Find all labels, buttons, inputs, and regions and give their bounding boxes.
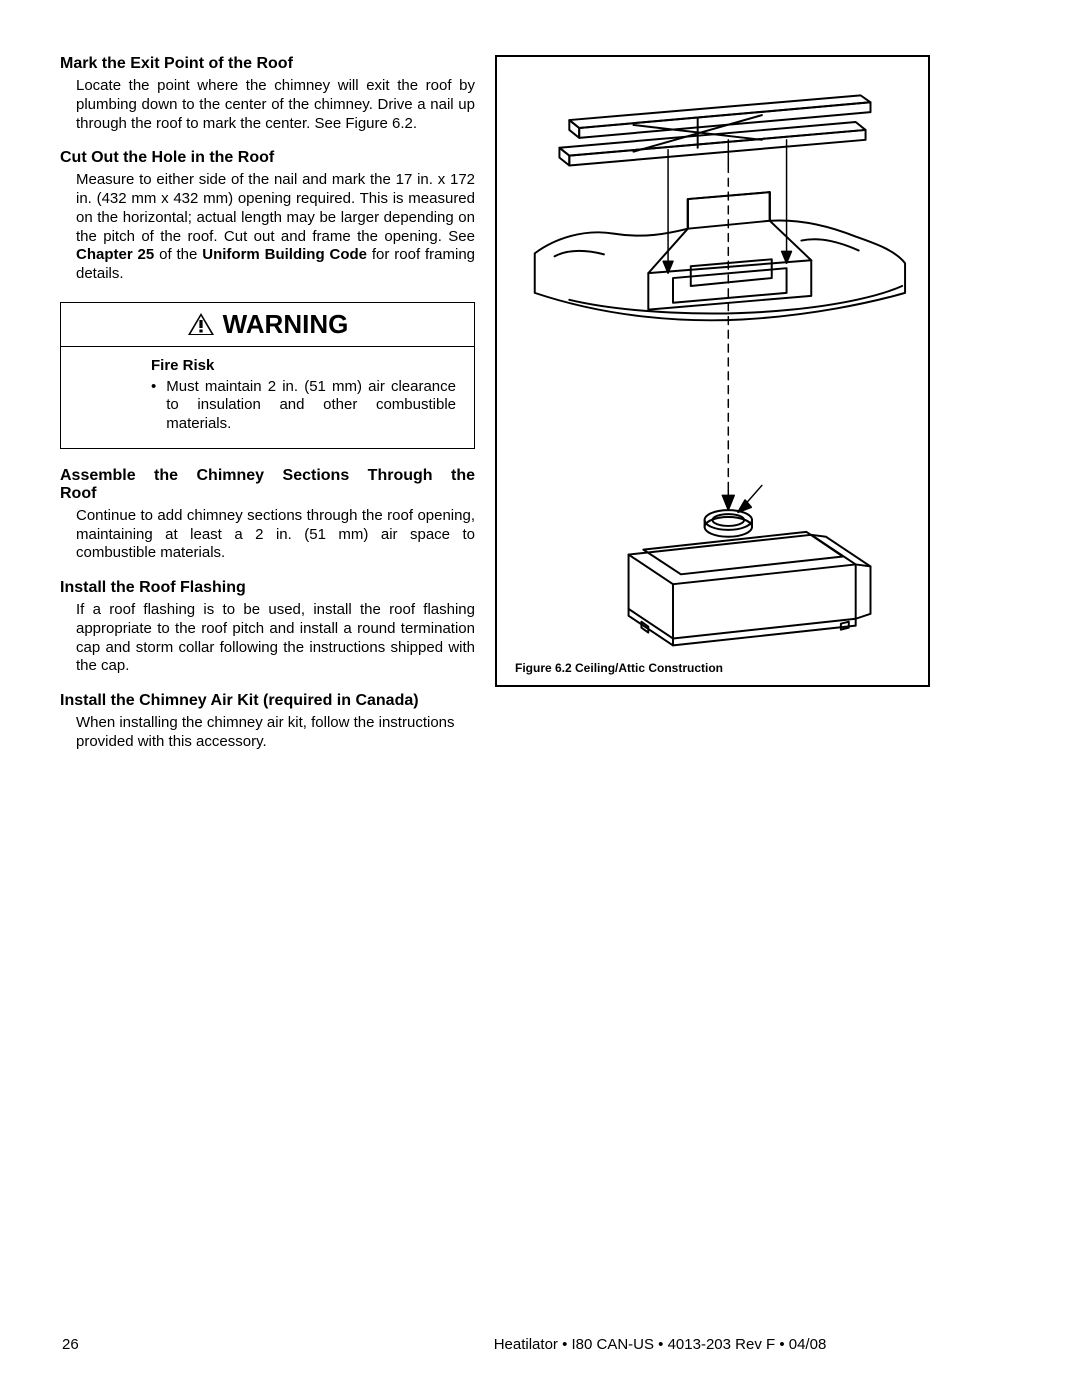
warning-header: WARNING [61,303,474,347]
heading-air-kit: Install the Chimney Air Kit (required in… [60,692,475,710]
right-column: Figure 6.2 Ceiling/Attic Construction [495,55,930,768]
page-footer: 26 Heatilator • I80 CAN-US • 4013-203 Re… [62,1336,1018,1353]
figure-caption: Figure 6.2 Ceiling/Attic Construction [515,661,910,675]
heading-assemble-1: Assemble the Chimney Sections Through th… [60,467,475,485]
section-air-kit: Install the Chimney Air Kit (required in… [60,692,475,752]
body-cut-hole: Measure to either side of the nail and m… [76,171,475,284]
warning-label: WARNING [223,309,349,340]
left-column: Mark the Exit Point of the Roof Locate t… [60,55,475,768]
heading-cut-hole: Cut Out the Hole in the Roof [60,149,475,167]
doc-id: Heatilator • I80 CAN-US • 4013-203 Rev F… [302,1336,1018,1353]
section-assemble: Assemble the Chimney Sections Through th… [60,467,475,563]
heading-flashing: Install the Roof Flashing [60,579,475,597]
warning-bullet: • Must maintain 2 in. (51 mm) air cleara… [151,378,456,434]
section-cut-hole: Cut Out the Hole in the Roof Measure to … [60,149,475,284]
section-mark-exit: Mark the Exit Point of the Roof Locate t… [60,55,475,133]
warning-box: WARNING Fire Risk • Must maintain 2 in. … [60,302,475,449]
body-flashing: If a roof flashing is to be used, instal… [76,601,475,676]
body-mark-exit: Locate the point where the chimney will … [76,77,475,133]
body-assemble: Continue to add chimney sections through… [76,507,475,563]
body-air-kit: When installing the chimney air kit, fol… [76,714,475,752]
figure-box: Figure 6.2 Ceiling/Attic Construction [495,55,930,687]
heading-mark-exit: Mark the Exit Point of the Roof [60,55,475,73]
warning-subhead: Fire Risk [151,357,456,376]
page-number: 26 [62,1336,302,1353]
warning-body: Fire Risk • Must maintain 2 in. (51 mm) … [61,347,474,448]
heading-assemble-2: Roof [60,485,475,503]
warning-icon [187,312,215,336]
figure-diagram [515,69,910,655]
section-flashing: Install the Roof Flashing If a roof flas… [60,579,475,676]
